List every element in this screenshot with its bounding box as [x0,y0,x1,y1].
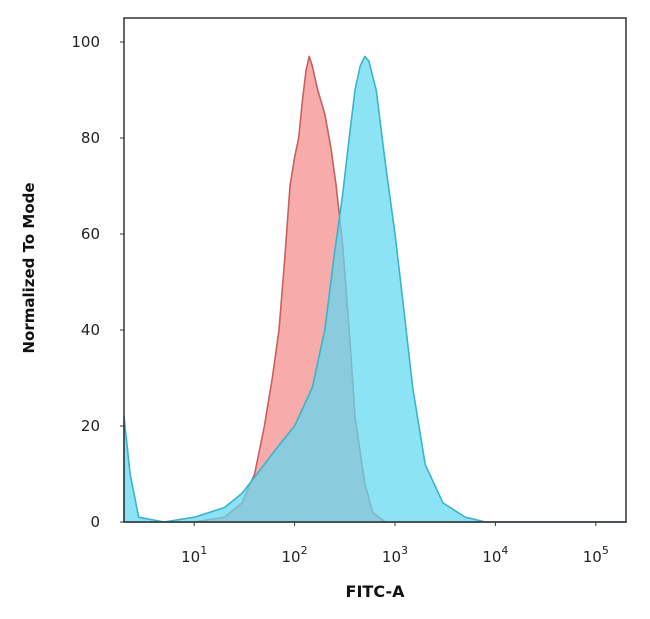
histogram-series-2 [123,55,627,523]
x-tick-label: 104 [482,544,508,566]
x-axis-ticks: 101 102 103 104 105 [181,522,609,566]
y-tick-label: 80 [81,129,100,147]
y-tick-label: 20 [81,417,100,435]
y-axis-label: Normalized To Mode [20,182,38,353]
x-tick-label: 103 [382,544,408,566]
x-tick-label: 105 [583,544,609,566]
y-tick-label: 0 [90,513,100,531]
y-tick-label: 40 [81,321,100,339]
x-tick-label: 102 [282,544,308,566]
y-axis-ticks: 0 20 40 60 80 100 [71,33,124,531]
x-tick-label: 101 [181,544,207,566]
series-layer [123,55,627,523]
y-tick-label: 60 [81,225,100,243]
y-tick-label: 100 [71,33,100,51]
plot-frame [123,17,627,523]
x-axis-label: FITC-A [346,582,406,601]
